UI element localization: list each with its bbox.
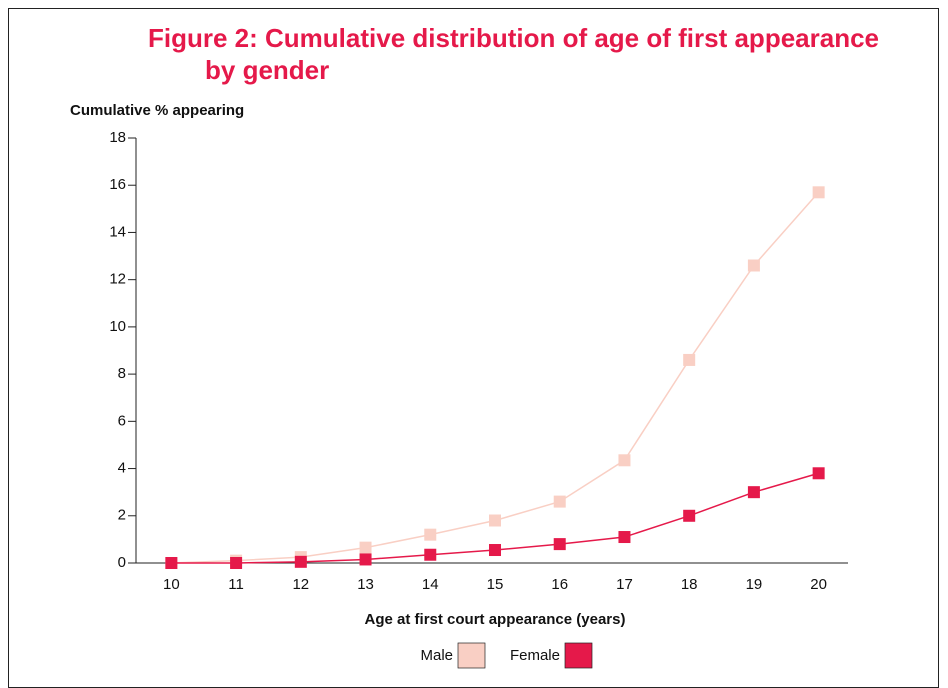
marker — [683, 509, 696, 522]
y-tick-label: 4 — [118, 460, 126, 477]
x-tick-label: 19 — [746, 576, 763, 593]
legend-label: Female — [510, 647, 560, 664]
y-axis-label: Cumulative % appearing — [70, 102, 244, 119]
chart: Cumulative % appearing Age at first cour… — [70, 102, 848, 669]
marker — [489, 544, 501, 557]
x-tick-label: 16 — [551, 576, 568, 593]
y-tick-label: 14 — [109, 223, 126, 240]
marker — [812, 467, 825, 480]
y-tick-label: 10 — [109, 318, 126, 335]
y-tick-label: 16 — [109, 176, 126, 193]
chart-title: Figure 2: Cumulative distribution of age… — [148, 23, 879, 85]
marker — [618, 454, 631, 467]
marker — [553, 538, 566, 551]
marker — [359, 541, 372, 554]
marker — [424, 548, 437, 561]
x-tick-label: 15 — [487, 576, 504, 593]
marker — [424, 528, 437, 541]
x-tick-label: 13 — [357, 576, 374, 593]
marker — [747, 486, 760, 499]
y-tick-label: 8 — [118, 365, 126, 382]
y-tick-label: 18 — [109, 129, 126, 146]
x-tick-label: 11 — [228, 576, 244, 593]
x-tick-label: 14 — [422, 576, 439, 593]
marker — [618, 531, 631, 544]
y-tick-label: 0 — [118, 554, 126, 571]
marker — [165, 557, 178, 569]
series-line — [171, 191, 820, 564]
marker — [359, 553, 372, 566]
x-axis-label: Age at first court appearance (years) — [365, 611, 626, 628]
legend-swatch — [457, 642, 486, 669]
x-tick-label: 18 — [681, 576, 698, 593]
x-tick-label: 17 — [616, 576, 633, 593]
marker — [683, 353, 696, 366]
marker — [553, 495, 566, 508]
y-tick-label: 6 — [118, 412, 126, 429]
marker — [230, 557, 243, 569]
x-tick-label: 10 — [163, 576, 180, 593]
marker — [489, 514, 501, 527]
marker — [747, 259, 760, 272]
x-tick-label: 12 — [292, 576, 309, 593]
y-tick-label: 2 — [118, 507, 126, 524]
x-tick-label: 20 — [810, 576, 827, 593]
legend-label: Male — [420, 647, 453, 664]
marker — [294, 555, 307, 568]
y-tick-label: 12 — [109, 271, 126, 288]
marker — [812, 186, 825, 199]
legend-swatch — [564, 642, 593, 669]
